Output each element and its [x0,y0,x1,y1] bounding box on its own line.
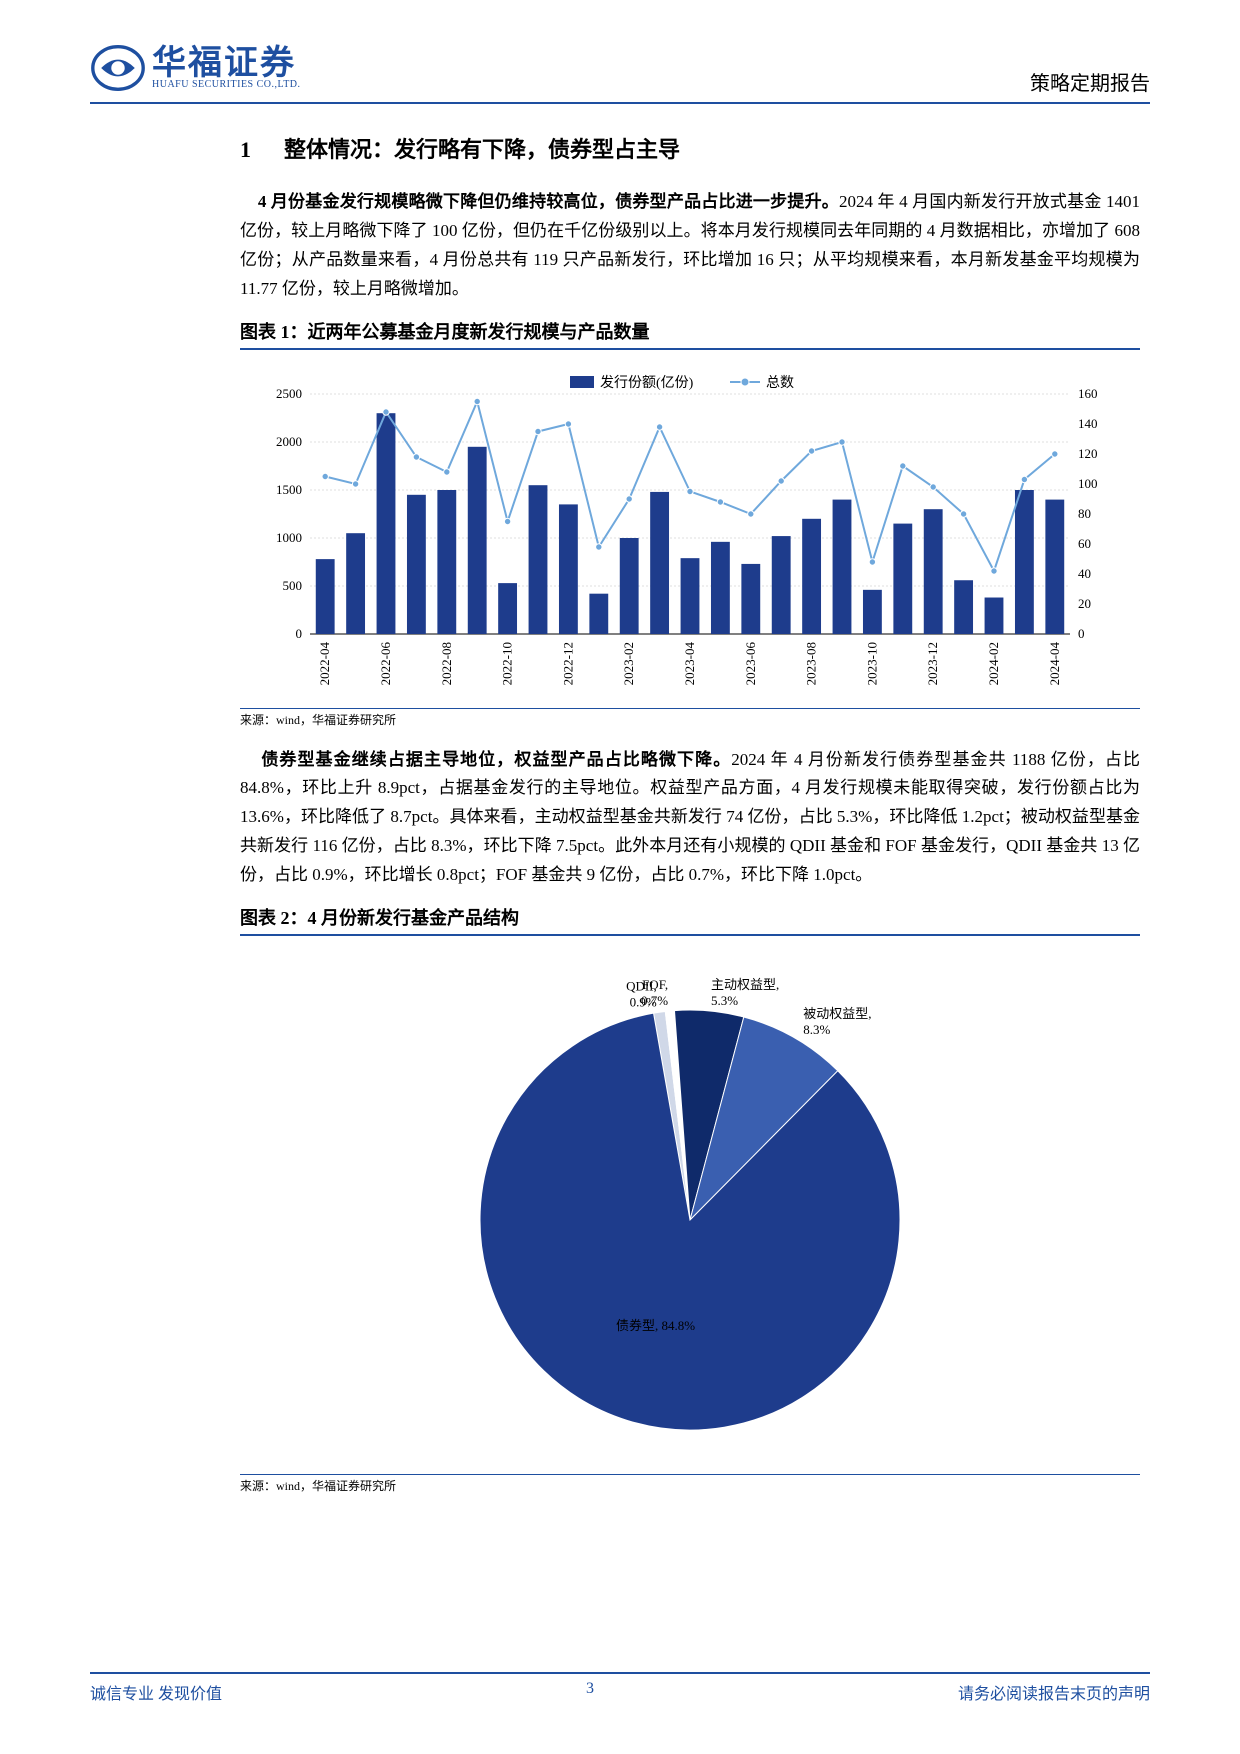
svg-text:2024-02: 2024-02 [986,642,1001,685]
chart1-svg: 发行份额(亿份) 总数 0 500 1000 1500 2000 2500 0 20 40 60 80 1… [240,364,1140,704]
svg-text:2023-04: 2023-04 [682,641,697,685]
svg-text:0: 0 [1078,626,1085,641]
svg-text:100: 100 [1078,476,1098,491]
svg-text:2023-06: 2023-06 [743,641,758,685]
chart1-source: 来源：wind，华福证券研究所 [240,708,1140,728]
svg-text:被动权益型,: 被动权益型, [803,1006,871,1021]
svg-text:1500: 1500 [276,482,302,497]
svg-text:FOF,: FOF, [642,977,668,992]
svg-text:债券型, 84.8%: 债券型, 84.8% [616,1318,695,1333]
svg-text:140: 140 [1078,416,1098,431]
svg-text:1000: 1000 [276,530,302,545]
footer-right: 请务必阅读报告末页的声明 [958,1680,1150,1704]
svg-text:60: 60 [1078,536,1091,551]
chart2-source: 来源：wind，华福证券研究所 [240,1474,1140,1494]
svg-text:5.3%: 5.3% [711,993,738,1008]
footer-left: 诚信专业 发现价值 [90,1680,222,1704]
section-heading: 1 整体情况：发行略有下降，债券型占主导 [240,132,1140,164]
svg-text:主动权益型,: 主动权益型, [711,977,779,992]
logo-en: HUAFU SECURITIES CO.,LTD. [152,80,301,90]
company-logo: 华福证券 HUAFU SECURITIES CO.,LTD. [90,40,301,96]
svg-text:2022-06: 2022-06 [378,641,393,685]
logo-icon [90,40,146,96]
svg-text:2500: 2500 [276,386,302,401]
page-footer: 诚信专业 发现价值 3 请务必阅读报告末页的声明 [90,1672,1150,1704]
svg-text:2023-10: 2023-10 [864,642,879,685]
svg-text:80: 80 [1078,506,1091,521]
para2-bold: 债券型基金继续占据主导地位，权益型产品占比略微下降。 [261,750,731,769]
svg-text:20: 20 [1078,596,1091,611]
svg-text:2023-02: 2023-02 [621,642,636,685]
svg-text:8.3%: 8.3% [803,1022,830,1037]
paragraph-1: 4 月份基金发行规模略微下降但仍维持较高位，债券型产品占比进一步提升。2024 … [240,188,1140,304]
svg-text:2022-08: 2022-08 [439,642,454,685]
svg-text:40: 40 [1078,566,1091,581]
chart1-title: 图表 1：近两年公募基金月度新发行规模与产品数量 [240,318,1140,350]
paragraph-2: 债券型基金继续占据主导地位，权益型产品占比略微下降。2024 年 4 月份新发行… [240,746,1140,890]
chart1-container: 发行份额(亿份) 总数 0 500 1000 1500 2000 2500 0 20 40 60 80 1… [240,364,1140,704]
svg-text:发行份额(亿份): 发行份额(亿份) [600,375,694,391]
svg-text:0.7%: 0.7% [641,993,668,1008]
svg-text:2022-04: 2022-04 [317,641,332,685]
svg-text:2022-12: 2022-12 [560,642,575,685]
svg-text:500: 500 [283,578,303,593]
svg-text:120: 120 [1078,446,1098,461]
svg-text:2023-12: 2023-12 [925,642,940,685]
para1-bold: 4 月份基金发行规模略微下降但仍维持较高位，债券型产品占比进一步提升。 [258,192,839,211]
para2-body: 2024 年 4 月份新发行债券型基金共 1188 亿份，占比 84.8%，环比… [240,750,1140,885]
svg-text:2024-04: 2024-04 [1047,641,1062,685]
svg-text:2022-10: 2022-10 [500,642,515,685]
svg-text:160: 160 [1078,386,1098,401]
chart2-svg: QDII,0.9%FOF,0.7%主动权益型,5.3%被动权益型,8.3%债券型… [240,950,1140,1470]
svg-text:2023-08: 2023-08 [804,642,819,685]
svg-text:总数: 总数 [766,375,794,391]
page-header: 华福证券 HUAFU SECURITIES CO.,LTD. 策略定期报告 [90,40,1150,104]
svg-text:0: 0 [296,626,303,641]
logo-cn: 华福证券 [152,46,301,80]
doc-type: 策略定期报告 [1030,67,1150,96]
section-number: 1 [240,137,251,162]
footer-page: 3 [586,1680,594,1704]
chart2-title: 图表 2：4 月份新发行基金产品结构 [240,904,1140,936]
svg-text:2000: 2000 [276,434,302,449]
chart2-container: QDII,0.9%FOF,0.7%主动权益型,5.3%被动权益型,8.3%债券型… [240,950,1140,1470]
section-title: 整体情况：发行略有下降，债券型占主导 [284,137,680,162]
